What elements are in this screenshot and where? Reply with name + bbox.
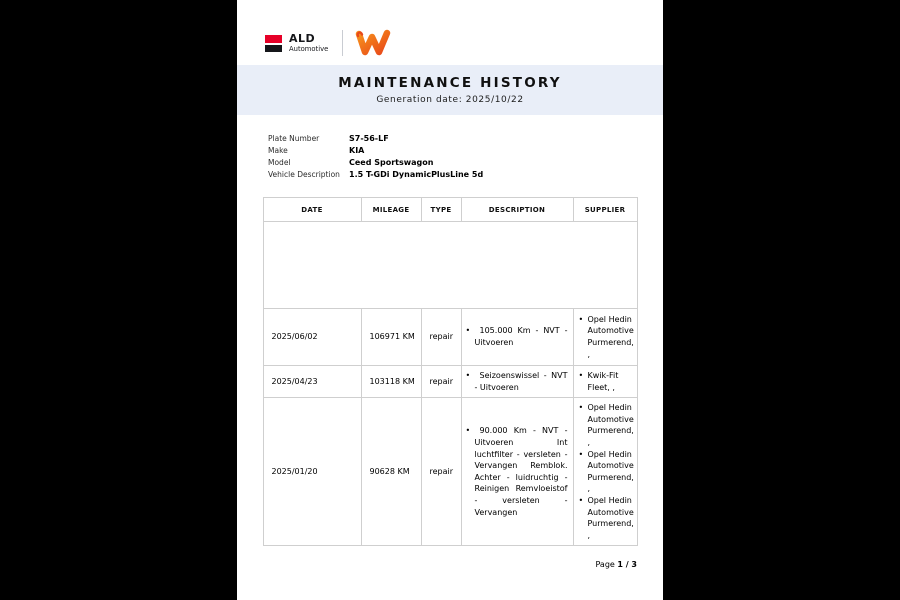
supplier-text: Opel Hedin Automotive Purmerend, , [587,495,634,540]
supplier-text: Opel Hedin Automotive Purmerend, , [587,314,634,359]
vehicle-info-value: 1.5 T-GDi DynamicPlusLine 5d [349,170,484,179]
vehicle-info-value: S7-56-LF [349,134,389,143]
table-row: 2025/06/02 106971 KM repair • 105.000 Km - N… [262,308,638,366]
page-footer: Page 1 / 3 [237,560,637,569]
supplier-item: • Opel Hedin Automotive Purmerend, , [579,495,635,541]
table-header: DATE MILEAGE TYPE DESCRIPTION SUPPLIER [262,197,638,222]
bullet-icon: • [578,449,584,459]
cell-description: • 90.000 Km - NVT - Uitvoeren Int luchtfi… [460,397,574,547]
cell-mileage: 106971 KM [360,308,422,366]
column-header-description: DESCRIPTION [460,197,574,222]
vehicle-info: Plate Number S7-56-LF Make KIA Model Ceed Spo… [268,133,663,181]
cell-type: repair [420,364,462,399]
logo-row: ALD Automotive [265,28,663,58]
description-item: • 105.000 Km - NVT - Uitvoeren [466,325,570,348]
logo-divider [342,30,344,56]
bullet-icon: • [578,314,584,324]
vehicle-info-row: Make KIA [268,145,663,157]
supplier-item: • Kwik-Fit Fleet, , [579,370,635,393]
cell-supplier: • Kwik-Fit Fleet, , [572,364,638,399]
vehicle-info-row: Vehicle Description 1.5 T-GDi DynamicPlus… [268,169,663,181]
maintenance-table: DATE MILEAGE TYPE DESCRIPTION SUPPLIER 2025/… [262,197,638,547]
cell-date: 2025/01/20 [262,397,362,547]
description-text: 90.000 Km - NVT - Uitvoeren Int luchtfil… [474,426,568,517]
vehicle-info-label: Make [268,146,288,155]
table-row: 2025/01/20 90628 KM repair • 90.000 Km - NVT… [262,397,638,547]
cell-type: repair [420,397,462,547]
bullet-icon: • [578,371,584,380]
page-number: 1 / 3 [617,560,637,570]
ald-logo-icon [265,34,282,52]
cell-mileage: 103118 KM [360,364,422,399]
supplier-item: • Opel Hedin Automotive Purmerend, , [579,314,635,360]
bullet-icon: • [465,326,471,336]
column-header-type: TYPE [420,197,462,222]
table-row: 2025/04/23 103118 KM repair • Seizoenswissel… [262,364,638,399]
column-header-mileage: MILEAGE [360,197,422,222]
document-page: ALD Automotive MAINTENANCE HISTORY Gener… [237,0,663,600]
vehicle-info-value: KIA [349,146,365,155]
supplier-text: Opel Hedin Automotive Purmerend, , [587,403,634,447]
wittebrug-w-logo-icon [356,29,391,55]
empty-row-cell [262,221,638,309]
vehicle-info-label: Vehicle Description [268,170,340,179]
ald-logo-subtitle: Automotive [289,45,329,54]
description-item: • Seizoenswissel - NVT - Uitvoeren [466,370,570,393]
page-title: MAINTENANCE HISTORY [338,75,562,91]
cell-description: • 105.000 Km - NVT - Uitvoeren [460,308,574,366]
page-label: Page [595,560,615,570]
cell-mileage: 90628 KM [360,397,422,547]
bullet-icon: • [465,426,471,436]
table-row [262,221,638,309]
cell-date: 2025/04/23 [262,364,362,399]
cell-supplier: • Opel Hedin Automotive Purmerend, , • Opel… [572,397,638,547]
ald-logo-text: ALD Automotive [289,33,328,53]
description-item: • 90.000 Km - NVT - Uitvoeren Int luchtfi… [466,425,570,518]
table-body: 2025/06/02 106971 KM repair • 105.000 Km - N… [262,221,638,547]
cell-description: • Seizoenswissel - NVT - Uitvoeren [460,364,574,399]
vehicle-info-label: Plate Number [268,134,320,143]
description-text: Seizoenswissel - NVT - Uitvoeren [474,371,568,392]
cell-supplier: • Opel Hedin Automotive Purmerend, , [572,308,638,366]
vehicle-info-row: Model Ceed Sportswagon [268,157,663,169]
column-header-supplier: SUPPLIER [572,197,638,222]
ald-logo-name: ALD [289,32,316,46]
bullet-icon: • [465,371,471,380]
description-text: 105.000 Km - NVT - Uitvoeren [474,326,568,347]
bullet-icon: • [578,403,584,413]
supplier-item: • Opel Hedin Automotive Purmerend, , [579,402,635,448]
supplier-text: Kwik-Fit Fleet, , [587,371,619,392]
vehicle-info-value: Ceed Sportswagon [349,158,434,167]
vehicle-info-label: Model [268,158,291,167]
vehicle-info-row: Plate Number S7-56-LF [268,133,663,145]
supplier-text: Opel Hedin Automotive Purmerend, , [587,449,634,494]
column-header-date: DATE [262,197,362,222]
header-band: MAINTENANCE HISTORY Generation date: 202… [237,65,663,115]
cell-type: repair [420,308,462,366]
bullet-icon: • [578,495,584,505]
supplier-item: • Opel Hedin Automotive Purmerend, , [579,449,635,495]
cell-date: 2025/06/02 [262,308,362,366]
generation-date: Generation date: 2025/10/22 [376,95,524,105]
